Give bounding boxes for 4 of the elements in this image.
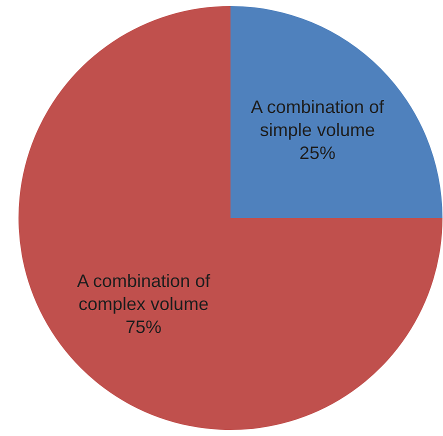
slice-label: A combination of simple volume: [250, 97, 385, 140]
data-label: 25%: [299, 143, 336, 164]
slice-label: A combination of complex volume: [77, 270, 212, 314]
data-label: 75%: [126, 316, 162, 337]
